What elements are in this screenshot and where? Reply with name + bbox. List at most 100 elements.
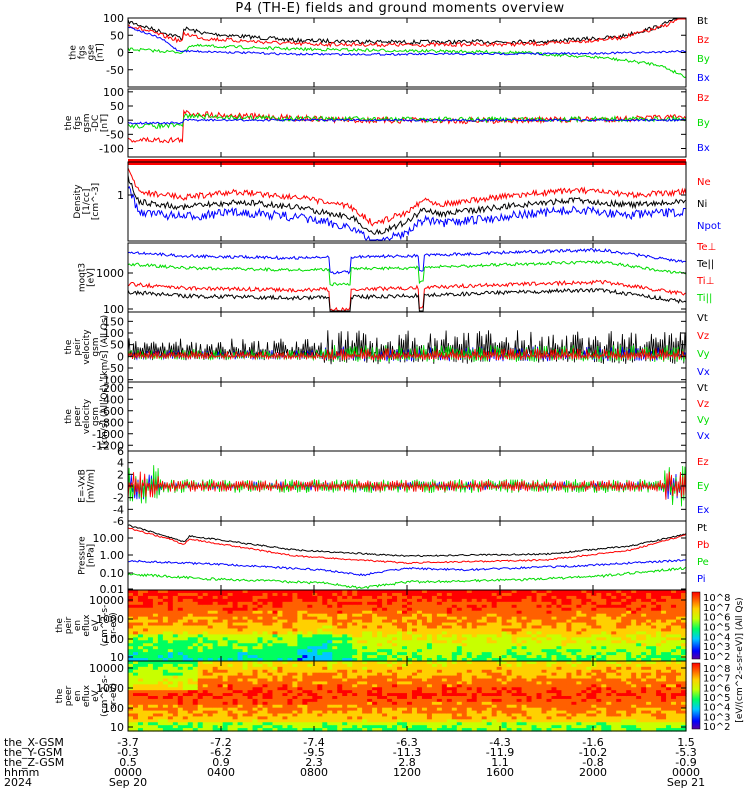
spectrogram-cell — [167, 634, 174, 638]
spectrogram-cell — [357, 637, 363, 641]
spectrogram-cell — [137, 710, 144, 715]
spectrogram-cell — [481, 607, 488, 612]
spectrogram-cell — [352, 640, 358, 644]
spectrogram-cell — [297, 590, 303, 594]
spectrogram-cell — [446, 690, 453, 694]
spectrogram-cell — [307, 698, 313, 703]
spectrogram-cell — [496, 713, 503, 718]
spectrogram-cell — [232, 704, 239, 709]
spectrogram-cell — [421, 710, 428, 715]
spectrogram-cell — [501, 663, 508, 668]
spectrogram-cell — [132, 640, 139, 644]
spectrogram-cell — [317, 698, 323, 703]
spectrogram-cell — [606, 601, 612, 606]
spectrogram-cell — [327, 707, 333, 712]
spectrogram-cell — [521, 640, 528, 644]
spectrogram-cell — [322, 693, 328, 697]
spectrogram-cell — [382, 643, 388, 647]
spectrogram-cell — [397, 701, 403, 706]
spectrogram-cell — [282, 613, 289, 618]
spectrogram-cell — [217, 663, 224, 668]
spectrogram-cell — [277, 601, 284, 606]
spectrogram-cell — [446, 649, 453, 653]
spectrogram-cell — [252, 678, 259, 683]
spectrogram-cell — [411, 634, 418, 638]
spectrogram-cell — [232, 698, 239, 703]
spectrogram-cell — [357, 601, 363, 606]
spectrogram-cell — [132, 625, 139, 630]
spectrogram-cell — [431, 652, 438, 656]
spectrogram-cell — [137, 640, 144, 644]
spectrogram-cell — [531, 622, 538, 627]
spectrogram-cell — [292, 595, 298, 600]
spectrogram-cell — [367, 622, 373, 627]
spectrogram-cell — [197, 616, 204, 621]
spectrogram-cell — [242, 728, 249, 732]
spectrogram-cell — [676, 628, 682, 633]
spectrogram-cell — [157, 652, 164, 656]
spectrogram-cell — [172, 684, 179, 688]
spectrogram-cell — [456, 710, 463, 715]
spectrogram-cell — [332, 616, 338, 621]
spectrogram-cell — [526, 658, 533, 662]
spectrogram-cell — [596, 634, 602, 638]
spectrogram-cell — [177, 728, 184, 732]
spectrogram-cell — [142, 628, 149, 633]
spectrogram-cell — [382, 669, 388, 674]
spectrogram-cell — [217, 678, 224, 683]
spectrogram-cell — [521, 598, 528, 603]
spectrogram-cell — [197, 652, 204, 656]
spectrogram-cell — [387, 719, 393, 723]
spectrogram-cell — [551, 722, 558, 726]
spectrogram-cell — [626, 640, 632, 644]
spectrogram-cell — [496, 643, 503, 647]
spectrogram-cell — [197, 710, 204, 715]
spectrogram-cell — [411, 672, 418, 677]
spectrogram-cell — [167, 675, 174, 680]
spectrogram-cell — [222, 687, 229, 691]
spectrogram-cell — [392, 590, 398, 594]
spectrogram-cell — [491, 719, 498, 723]
spectrogram-cell — [312, 643, 318, 647]
spectrogram-cell — [282, 655, 289, 659]
spectrogram-cell — [337, 693, 343, 697]
spectrogram-cell — [546, 646, 553, 650]
spectrogram-cell — [372, 675, 378, 680]
spectrogram-cell — [431, 601, 438, 606]
spectrogram-cell — [486, 607, 493, 612]
spectrogram-cell — [172, 610, 179, 615]
spectrogram-cell — [516, 722, 523, 726]
spectrogram-cell — [511, 634, 518, 638]
spectrogram-cell — [466, 640, 473, 644]
spectrogram-cell — [621, 631, 627, 635]
spectrogram-cell — [402, 675, 408, 680]
spectrogram-cell — [451, 666, 458, 671]
spectrogram-cell — [177, 663, 184, 668]
spectrogram-cell — [516, 634, 523, 638]
spectrogram-cell — [202, 678, 209, 683]
spectrogram-cell — [431, 681, 438, 685]
spectrogram-cell — [387, 643, 393, 647]
spectrogram-cell — [516, 725, 523, 729]
spectrogram-cell — [312, 687, 318, 691]
spectrogram-cell — [466, 716, 473, 720]
spectrogram-cell — [426, 640, 433, 644]
spectrogram-cell — [187, 640, 194, 644]
spectrogram-cell — [307, 640, 313, 644]
spectrogram-cell — [402, 604, 408, 609]
spectrogram-cell — [322, 652, 328, 656]
spectrogram-cell — [237, 716, 244, 720]
spectrogram-cell — [661, 649, 667, 653]
spectrogram-cell — [192, 666, 199, 671]
spectrogram-cell — [197, 696, 204, 700]
spectrogram-cell — [182, 640, 189, 644]
spectrogram-cell — [212, 698, 219, 703]
spectrogram-cell — [177, 610, 184, 615]
spectrogram-cell — [357, 696, 363, 700]
spectrogram-cell — [411, 652, 418, 656]
spectrogram-cell — [392, 710, 398, 715]
spectrogram-cell — [431, 643, 438, 647]
spectrogram-cell — [272, 598, 279, 603]
spectrogram-cell — [526, 672, 533, 677]
spectrogram-cell — [382, 601, 388, 606]
